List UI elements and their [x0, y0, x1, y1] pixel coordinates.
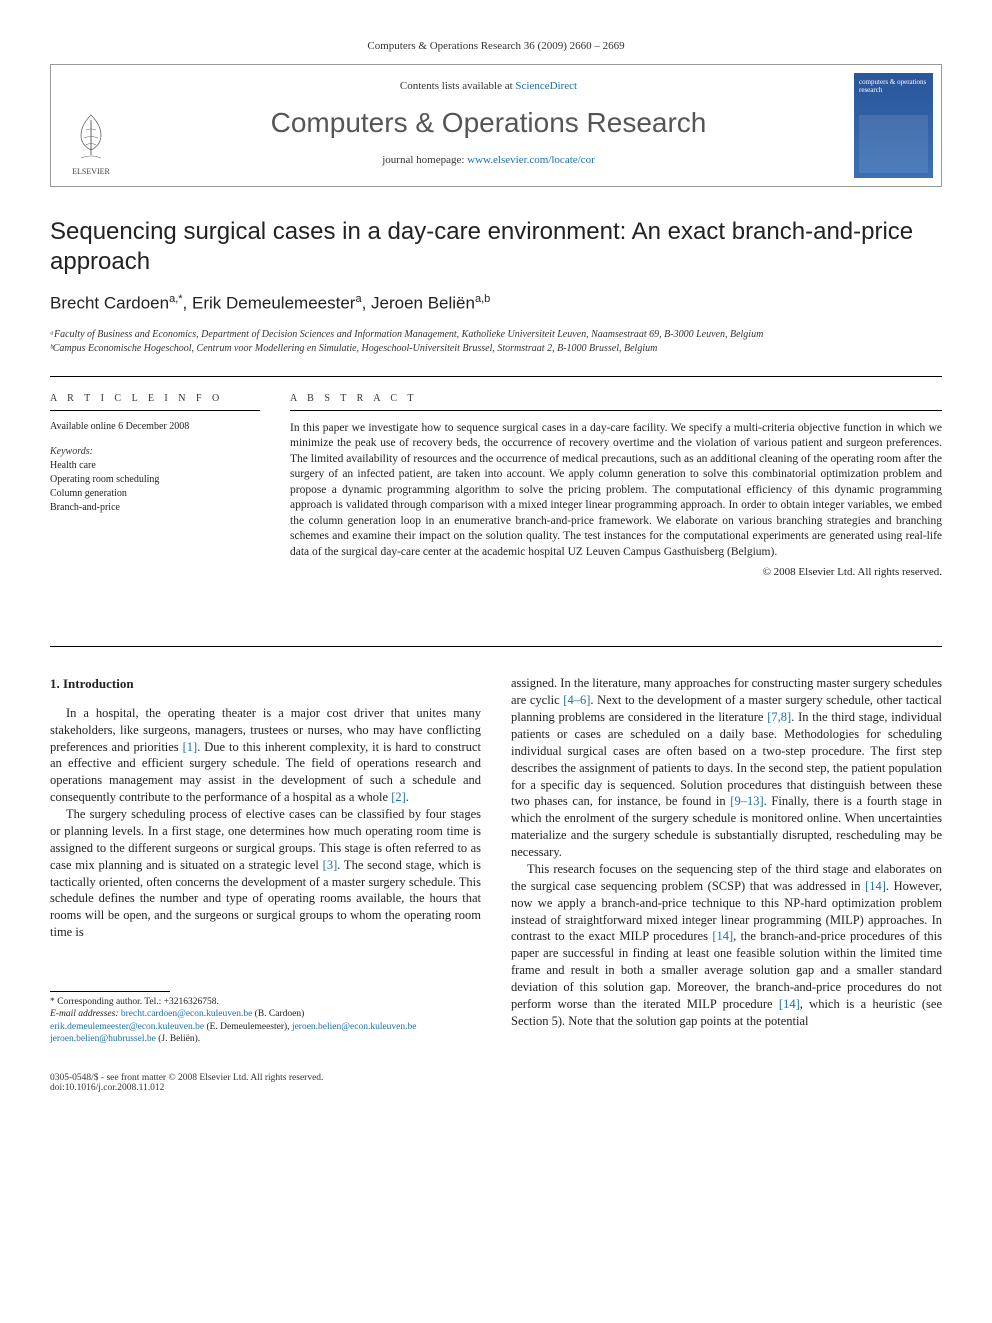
- contents-prefix: Contents lists available at: [400, 80, 515, 92]
- ref-link[interactable]: [14]: [865, 879, 886, 893]
- homepage-prefix: journal homepage:: [382, 154, 467, 166]
- ref-link[interactable]: [14]: [712, 929, 733, 943]
- ref-link[interactable]: [3]: [323, 858, 338, 872]
- abstract-copyright: © 2008 Elsevier Ltd. All rights reserved…: [290, 566, 942, 578]
- ref-link[interactable]: [14]: [779, 997, 800, 1011]
- header-center: Contents lists available at ScienceDirec…: [131, 65, 846, 186]
- publisher-name: ELSEVIER: [72, 167, 110, 176]
- front-matter-line: 0305-0548/$ - see front matter © 2008 El…: [50, 1073, 323, 1083]
- info-abstract-row: A R T I C L E I N F O Available online 6…: [50, 393, 942, 597]
- available-online: Available online 6 December 2008: [50, 421, 260, 432]
- affiliations: ᵃFaculty of Business and Economics, Depa…: [50, 328, 942, 356]
- body-column-left: 1. Introduction In a hospital, the opera…: [50, 675, 481, 1045]
- section-1-heading: 1. Introduction: [50, 675, 481, 693]
- body-columns: 1. Introduction In a hospital, the opera…: [50, 675, 942, 1045]
- paragraph: The surgery scheduling process of electi…: [50, 806, 481, 941]
- affiliation-a: ᵃFaculty of Business and Economics, Depa…: [50, 328, 942, 342]
- ref-link[interactable]: [7,8]: [767, 710, 791, 724]
- header-citation: Computers & Operations Research 36 (2009…: [50, 40, 942, 52]
- corresponding-author: * Corresponding author. Tel.: +321632675…: [50, 996, 481, 1008]
- cover-body: [859, 115, 928, 173]
- footer-left: 0305-0548/$ - see front matter © 2008 El…: [50, 1073, 323, 1103]
- footer-right-mark: [892, 1073, 942, 1103]
- email-link[interactable]: jeroen.belien@hubrussel.be: [50, 1034, 156, 1044]
- paragraph: In a hospital, the operating theater is …: [50, 705, 481, 806]
- article-info-heading: A R T I C L E I N F O: [50, 393, 260, 411]
- article-title: Sequencing surgical cases in a day-care …: [50, 217, 942, 277]
- affiliation-b: ᵇCampus Economische Hogeschool, Centrum …: [50, 342, 942, 356]
- email-addresses: E-mail addresses: brecht.cardoen@econ.ku…: [50, 1008, 481, 1045]
- abstract-text: In this paper we investigate how to sequ…: [290, 421, 942, 561]
- homepage-link[interactable]: www.elsevier.com/locate/cor: [467, 154, 595, 166]
- body-column-right: assigned. In the literature, many approa…: [511, 675, 942, 1045]
- ref-link[interactable]: [2]: [391, 790, 406, 804]
- email-link[interactable]: erik.demeulemeester@econ.kuleuven.be: [50, 1022, 204, 1032]
- footnotes: * Corresponding author. Tel.: +321632675…: [50, 996, 481, 1045]
- journal-cover-thumbnail: computers & operations research: [854, 73, 933, 178]
- keywords-label: Keywords:: [50, 446, 260, 457]
- contents-available-line: Contents lists available at ScienceDirec…: [141, 80, 836, 92]
- keyword: Branch-and-price: [50, 501, 260, 515]
- cover-thumbnail-block: computers & operations research: [846, 65, 941, 186]
- page-footer: 0305-0548/$ - see front matter © 2008 El…: [50, 1065, 942, 1103]
- keyword: Operating room scheduling: [50, 473, 260, 487]
- authors-line: Brecht Cardoena,*, Erik Demeulemeestera,…: [50, 293, 942, 314]
- keyword: Health care: [50, 459, 260, 473]
- email-link[interactable]: brecht.cardoen@econ.kuleuven.be: [121, 1009, 252, 1019]
- mid-divider: [50, 646, 942, 647]
- keyword: Column generation: [50, 487, 260, 501]
- ref-link[interactable]: [1]: [183, 740, 198, 754]
- ref-link[interactable]: [9–13]: [730, 794, 763, 808]
- email-link[interactable]: jeroen.belien@econ.kuleuven.be: [292, 1022, 417, 1032]
- abstract-column: A B S T R A C T In this paper we investi…: [290, 393, 942, 579]
- keywords-list: Health care Operating room scheduling Co…: [50, 459, 260, 515]
- paragraph: assigned. In the literature, many approa…: [511, 675, 942, 861]
- elsevier-tree-icon: [66, 110, 116, 165]
- cover-title: computers & operations research: [859, 78, 928, 95]
- ref-link[interactable]: [4–6]: [563, 693, 590, 707]
- journal-homepage-line: journal homepage: www.elsevier.com/locat…: [141, 154, 836, 166]
- paragraph: This research focuses on the sequencing …: [511, 861, 942, 1030]
- top-divider: [50, 376, 942, 377]
- footnote-divider: [50, 991, 170, 992]
- article-info-column: A R T I C L E I N F O Available online 6…: [50, 393, 260, 579]
- sciencedirect-link[interactable]: ScienceDirect: [515, 80, 577, 92]
- journal-name: Computers & Operations Research: [141, 107, 836, 139]
- publisher-logo-block: ELSEVIER: [51, 65, 131, 186]
- page: Computers & Operations Research 36 (2009…: [0, 0, 992, 1133]
- abstract-heading: A B S T R A C T: [290, 393, 942, 411]
- doi-line: doi:10.1016/j.cor.2008.11.012: [50, 1083, 323, 1093]
- journal-header-box: ELSEVIER Contents lists available at Sci…: [50, 64, 942, 187]
